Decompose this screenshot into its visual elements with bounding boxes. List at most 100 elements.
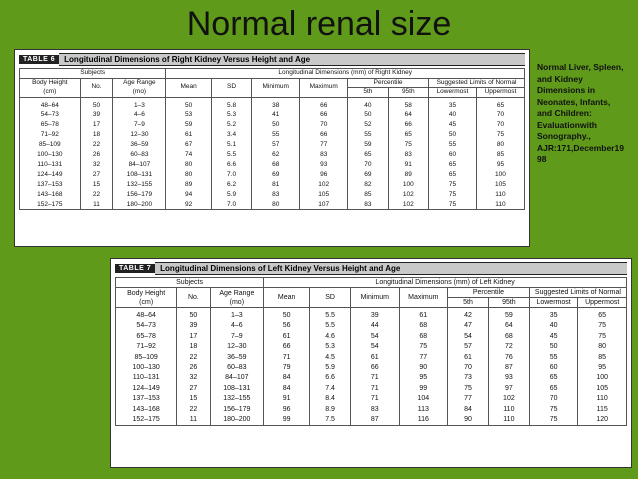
table-cell: 100 — [577, 373, 627, 384]
table-cell: 59 — [165, 120, 212, 131]
table-cell: 12–30 — [209, 342, 265, 353]
table-cell: 82 — [347, 179, 389, 190]
table-cell: 54 — [447, 331, 489, 343]
table-cell: 60–83 — [112, 150, 167, 160]
table-cell: 60–83 — [209, 363, 265, 374]
uppermost-header: Uppermost — [475, 87, 526, 98]
table-cell: 39 — [350, 307, 400, 322]
table-cell: 116 — [398, 415, 449, 427]
table-cell: 58 — [387, 97, 429, 111]
p5-header: 5th — [347, 87, 389, 98]
table-cell: 83 — [347, 199, 389, 211]
table-cell: 48–64 — [114, 307, 178, 322]
table-cell: 100–130 — [19, 150, 81, 160]
table-row: 124–149 27 108–131 84 7.4 71 99 75 97 65 105 — [114, 383, 627, 395]
table-cell: 40 — [347, 97, 389, 111]
table-cell: 55 — [427, 140, 477, 151]
table-cell: 152–175 — [114, 415, 178, 427]
left-kidney-table-panel: TABLE 7 Longitudinal Dimensions of Left … — [110, 258, 632, 468]
table-cell: 40 — [528, 321, 579, 332]
table-cell: 102 — [299, 179, 349, 190]
minimum-header: Minimum — [251, 77, 301, 98]
table-cell: 35 — [427, 97, 477, 111]
table-cell: 50 — [251, 120, 301, 131]
table-cell: 50 — [528, 342, 579, 353]
table-row: 152–175 11 180–200 99 7.5 87 116 90 110 75 120 — [114, 415, 627, 427]
table-cell: 22 — [176, 352, 211, 364]
table-cell: 5.1 — [210, 140, 253, 151]
no-header: No. — [79, 77, 114, 98]
table-cell: 11 — [176, 415, 211, 427]
table-cell: 137–153 — [114, 394, 178, 405]
table-cell: 70 — [475, 120, 526, 131]
table-cell: 100 — [475, 169, 526, 180]
table-cell: 8.9 — [309, 404, 352, 416]
table-cell: 1–3 — [112, 97, 167, 111]
table-cell: 115 — [577, 404, 627, 416]
table-cell: 85 — [475, 150, 526, 160]
table-cell: 45 — [528, 331, 579, 343]
table-cell: 108–131 — [209, 383, 265, 395]
table-cell: 75 — [475, 130, 526, 141]
table-cell: 60 — [427, 150, 477, 160]
table-cell: 70 — [528, 394, 579, 405]
table-cell: 85–109 — [19, 140, 81, 151]
table-cell: 4–6 — [209, 321, 265, 332]
table-cell: 11 — [79, 199, 114, 211]
table-cell: 27 — [79, 169, 114, 180]
table-cell: 5.3 — [210, 110, 253, 121]
table-cell: 6.2 — [210, 179, 253, 190]
table-cell: 42 — [447, 307, 489, 322]
table-cell: 26 — [79, 150, 114, 160]
table-cell: 71 — [263, 352, 311, 364]
table-cell: 18 — [176, 342, 211, 353]
table-cell: 32 — [79, 159, 114, 170]
table-caption: TABLE 7 Longitudinal Dimensions of Left … — [115, 262, 627, 275]
table-cell: 110 — [475, 189, 526, 200]
age-range-header: Age Range (mo) — [112, 77, 167, 98]
table-cell: 75 — [427, 199, 477, 211]
table-cell: 110 — [487, 404, 530, 416]
table-cell: 97 — [487, 383, 530, 395]
slide-title: Normal renal size — [186, 5, 452, 43]
table-cell: 75 — [387, 140, 429, 151]
table-cell: 45 — [427, 120, 477, 131]
table-cell: 5.3 — [309, 342, 352, 353]
table-cell: 5.9 — [309, 363, 352, 374]
table-cell: 80 — [165, 169, 212, 180]
table-cell: 12–30 — [112, 130, 167, 141]
right-kidney-table: Subjects Longitudinal Dimensions (mm) of… — [18, 68, 526, 211]
table-cell: 137–153 — [19, 179, 81, 190]
table-cell: 91 — [387, 159, 429, 170]
table-cell: 152–175 — [19, 199, 81, 211]
suggested-limits-header: Suggested Limits of Normal — [528, 287, 628, 298]
table-row: 48–64 50 1–3 50 5.8 38 66 40 58 35 65 — [19, 97, 526, 111]
table-cell: 7.0 — [210, 199, 253, 211]
table-cell: 96 — [299, 169, 349, 180]
table-cell: 73 — [447, 373, 489, 384]
mean-header: Mean — [165, 77, 212, 98]
p5-header: 5th — [447, 297, 489, 308]
long-dim-header: Longitudinal Dimensions (mm) of Right Ki… — [165, 68, 525, 79]
table-cell: 61 — [350, 352, 400, 364]
table-cell: 71–92 — [19, 130, 81, 141]
table-cell: 65–78 — [114, 331, 178, 343]
table-cell: 61 — [447, 352, 489, 364]
table-cell: 70 — [475, 110, 526, 121]
table-cell: 32 — [176, 373, 211, 384]
table-cell: 70 — [299, 120, 349, 131]
table-row: 71–92 18 12–30 61 3.4 55 66 55 65 50 75 — [19, 130, 526, 141]
mean-header: Mean — [263, 287, 311, 308]
table-cell: 71 — [350, 373, 400, 384]
table-cell: 50 — [347, 110, 389, 121]
long-dim-header: Longitudinal Dimensions (mm) of Left Kid… — [263, 277, 627, 288]
table-cell: 180–200 — [209, 415, 265, 427]
lowermost-header: Lowermost — [427, 87, 477, 98]
right-kidney-table-panel: TABLE 6 Longitudinal Dimensions of Right… — [14, 49, 530, 247]
table-cell: 22 — [176, 404, 211, 416]
table-cell: 38 — [251, 97, 301, 111]
table-cell: 59 — [487, 307, 530, 322]
table-row: 137–153 15 132–155 91 8.4 71 104 77 102 70 110 — [114, 394, 627, 405]
table-cell: 110–131 — [114, 373, 178, 384]
table-cell: 72 — [487, 342, 530, 353]
